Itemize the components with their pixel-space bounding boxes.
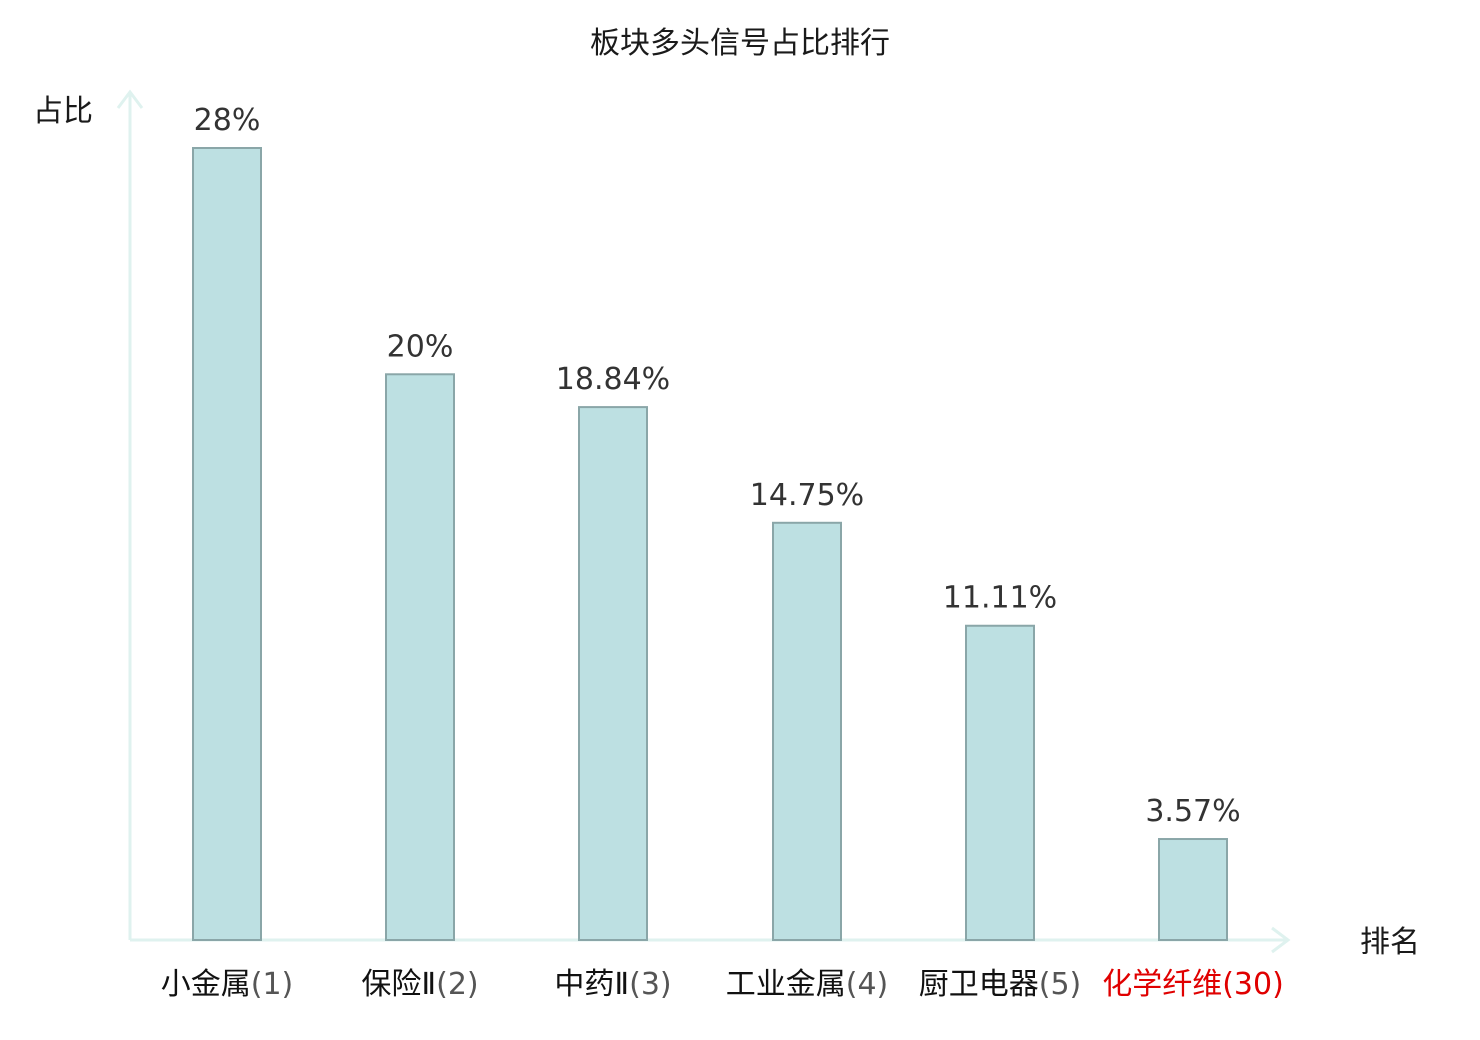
x-tick-category-name: 工业金属: [726, 967, 846, 1002]
x-tick-rank: (5): [1039, 967, 1082, 1002]
x-tick-category-name: 厨卫电器: [919, 967, 1039, 1002]
bar: [385, 373, 455, 941]
bar-value-label: 11.11%: [943, 581, 1057, 616]
x-tick-rank: (30): [1222, 967, 1284, 1002]
x-tick-label: 中药Ⅱ(3): [554, 967, 671, 1002]
bar: [1158, 838, 1228, 942]
bar: [578, 406, 648, 941]
bar: [192, 147, 262, 941]
x-tick-category-name: 小金属: [161, 967, 251, 1002]
x-tick-label: 保险Ⅱ(2): [361, 967, 478, 1002]
bar-value-label: 14.75%: [750, 478, 864, 513]
x-tick-label: 化学纤维(30): [1102, 967, 1284, 1002]
y-axis-arrow-icon: [116, 89, 144, 109]
bar-value-label: 3.57%: [1145, 794, 1240, 829]
bar: [965, 624, 1035, 941]
y-axis-label: 占比: [33, 94, 93, 129]
bar-value-label: 20%: [387, 329, 454, 364]
x-tick-category-name: 化学纤维: [1102, 967, 1222, 1002]
x-tick-label: 小金属(1): [161, 967, 294, 1002]
x-tick-rank: (3): [629, 967, 672, 1002]
x-tick-rank: (1): [251, 967, 294, 1002]
x-tick-category-name: 保险Ⅱ: [361, 967, 436, 1002]
bar-group: 28% 小金属(1) 20% 保险Ⅱ(2) 18.84% 中药Ⅱ(3) 14.75% 工业金属…: [161, 103, 1284, 1002]
x-tick-label: 工业金属(4): [726, 967, 889, 1002]
x-tick-rank: (2): [436, 967, 479, 1002]
x-axis-arrow-icon: [1271, 926, 1291, 954]
x-tick-category-name: 中药Ⅱ: [554, 967, 629, 1002]
x-tick-rank: (4): [846, 967, 889, 1002]
x-axis-label: 排名: [1360, 925, 1420, 960]
bar: [772, 521, 842, 941]
bar-value-label: 18.84%: [556, 362, 670, 397]
chart-title: 板块多头信号占比排行: [590, 26, 890, 61]
bar-value-label: 28%: [194, 103, 261, 138]
x-tick-label: 厨卫电器(5): [919, 967, 1082, 1002]
